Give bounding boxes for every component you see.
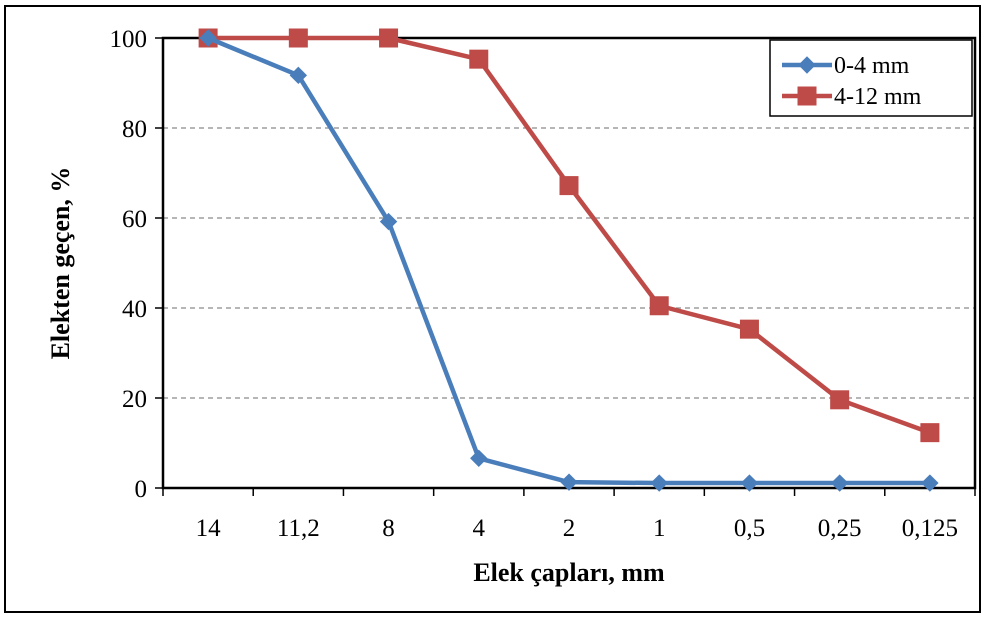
- series-layer: [198, 28, 940, 492]
- data-point: [920, 423, 940, 443]
- data-point: [470, 449, 488, 468]
- data-point: [830, 474, 849, 492]
- y-tick-label: 40: [122, 296, 147, 323]
- x-tick-label: 8: [382, 515, 395, 542]
- legend-items: 0-4 mm 4-12 mm: [782, 53, 922, 110]
- data-point: [379, 28, 399, 48]
- x-tick-label: 0,125: [902, 515, 958, 542]
- data-point: [830, 390, 850, 410]
- y-axis-title: Elekten geçen, %: [46, 167, 75, 360]
- data-point: [921, 474, 939, 492]
- data-point: [739, 319, 759, 339]
- y-tick-label: 80: [122, 116, 147, 143]
- legend-label: 0-4 mm: [834, 53, 910, 79]
- series-4-12 mm: [198, 28, 940, 443]
- data-point: [469, 49, 489, 69]
- x-tick-label: 4: [473, 515, 486, 542]
- y-tick-label: 0: [135, 476, 148, 503]
- y-tick-label: 20: [122, 386, 147, 413]
- series-0-4 mm: [199, 29, 939, 492]
- data-point: [559, 176, 579, 196]
- data-point: [379, 212, 398, 231]
- x-tick-label: 0,25: [818, 515, 862, 542]
- data-point: [199, 29, 217, 47]
- axis-ticks: 0 20 40 60 80 100 14 11,2 8 4 2 1 0,5 0,25 0,125: [110, 26, 976, 542]
- legend-marker: [797, 86, 817, 106]
- legend-marker: [798, 56, 816, 74]
- x-tick-label: 14: [196, 515, 222, 542]
- y-tick-label: 60: [122, 206, 147, 233]
- x-tick-label: 0,5: [734, 515, 765, 542]
- x-tick-label: 2: [563, 515, 576, 542]
- x-tick-label: 1: [653, 515, 666, 542]
- x-tick-label: 11,2: [277, 515, 320, 542]
- y-tick-label: 100: [110, 26, 148, 53]
- data-point: [650, 474, 668, 492]
- legend: 0-4 mm 4-12 mm: [769, 39, 973, 117]
- data-point: [288, 28, 308, 48]
- x-axis-title: Elek çapları, mm: [473, 558, 665, 587]
- data-point: [560, 473, 578, 491]
- legend-label: 4-12 mm: [834, 84, 922, 110]
- data-point: [289, 66, 308, 85]
- data-point: [649, 296, 669, 316]
- data-point: [740, 474, 759, 492]
